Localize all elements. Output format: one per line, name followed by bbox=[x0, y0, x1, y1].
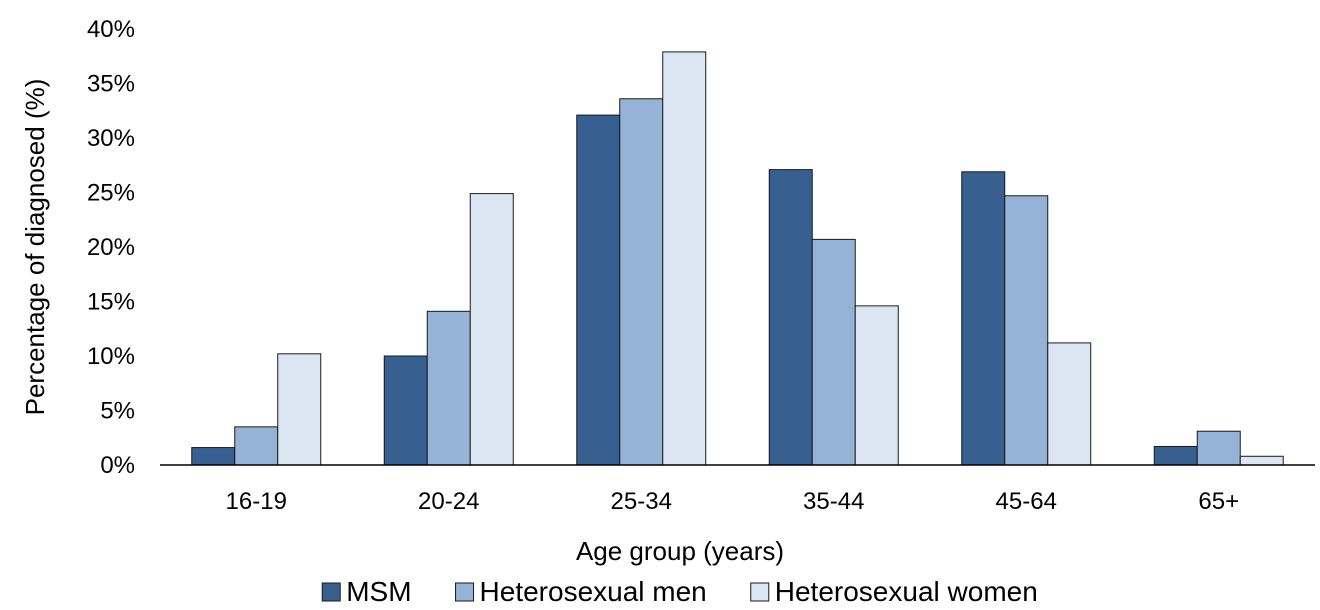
bar-msm-65+ bbox=[1153, 445, 1198, 466]
bar-heterosexual-men-35-44 bbox=[811, 238, 856, 466]
legend-label: Heterosexual men bbox=[480, 576, 707, 607]
bar-heterosexual-men-16-19 bbox=[234, 426, 279, 466]
y-tick-label: 0% bbox=[100, 452, 135, 479]
x-axis-title: Age group (years) bbox=[576, 536, 784, 566]
legend-label: Heterosexual women bbox=[775, 576, 1038, 607]
bar-heterosexual-men-20-24 bbox=[426, 310, 471, 466]
bar-heterosexual-women-25-34 bbox=[662, 51, 707, 466]
y-tick-label: 5% bbox=[100, 398, 135, 425]
bar-msm-35-44 bbox=[768, 169, 813, 466]
x-tick-label: 16-19 bbox=[226, 488, 287, 515]
y-tick-label: 30% bbox=[87, 125, 135, 152]
legend-label: MSM bbox=[346, 576, 411, 607]
legend-swatch bbox=[750, 582, 770, 602]
bar-heterosexual-women-20-24 bbox=[469, 193, 514, 466]
legend-item: Heterosexual women bbox=[750, 576, 1038, 607]
bar-msm-16-19 bbox=[191, 447, 236, 466]
bars bbox=[191, 51, 1284, 466]
legend-swatch bbox=[321, 582, 341, 602]
y-tick-label: 35% bbox=[87, 71, 135, 98]
bar-heterosexual-women-65+ bbox=[1239, 455, 1284, 466]
y-tick-label: 25% bbox=[87, 180, 135, 207]
x-axis-ticks: 16-19 20-24 25-34 35-44 45-64 65+ bbox=[226, 488, 1240, 515]
x-tick-label: 20-24 bbox=[418, 488, 479, 515]
bar-heterosexual-women-35-44 bbox=[854, 305, 899, 466]
y-tick-label: 20% bbox=[87, 234, 135, 261]
legend-item: MSM bbox=[321, 576, 412, 607]
bar-heterosexual-men-65+ bbox=[1196, 430, 1241, 466]
bar-msm-45-64 bbox=[961, 171, 1006, 466]
y-axis-title: Percentage of diagnosed (%) bbox=[20, 79, 50, 416]
legend: MSM Heterosexual men Heterosexual women bbox=[321, 576, 1038, 607]
legend-item: Heterosexual men bbox=[455, 576, 707, 607]
bar-heterosexual-women-16-19 bbox=[277, 353, 322, 466]
bar-heterosexual-men-45-64 bbox=[1004, 195, 1049, 466]
y-axis-ticks: 0% 5% 10% 15% 20% 25% 30% 35% 40% bbox=[87, 16, 135, 479]
bar-msm-25-34 bbox=[576, 114, 621, 466]
x-tick-label: 45-64 bbox=[996, 488, 1057, 515]
x-tick-label: 65+ bbox=[1198, 488, 1239, 515]
bar-msm-20-24 bbox=[383, 355, 428, 466]
y-tick-label: 40% bbox=[87, 16, 135, 43]
y-tick-label: 10% bbox=[87, 343, 135, 370]
y-tick-label: 15% bbox=[87, 289, 135, 316]
x-tick-label: 25-34 bbox=[611, 488, 672, 515]
legend-swatch bbox=[455, 582, 475, 602]
bar-heterosexual-men-25-34 bbox=[619, 98, 664, 466]
bar-heterosexual-women-45-64 bbox=[1047, 342, 1092, 466]
x-tick-label: 35-44 bbox=[803, 488, 864, 515]
